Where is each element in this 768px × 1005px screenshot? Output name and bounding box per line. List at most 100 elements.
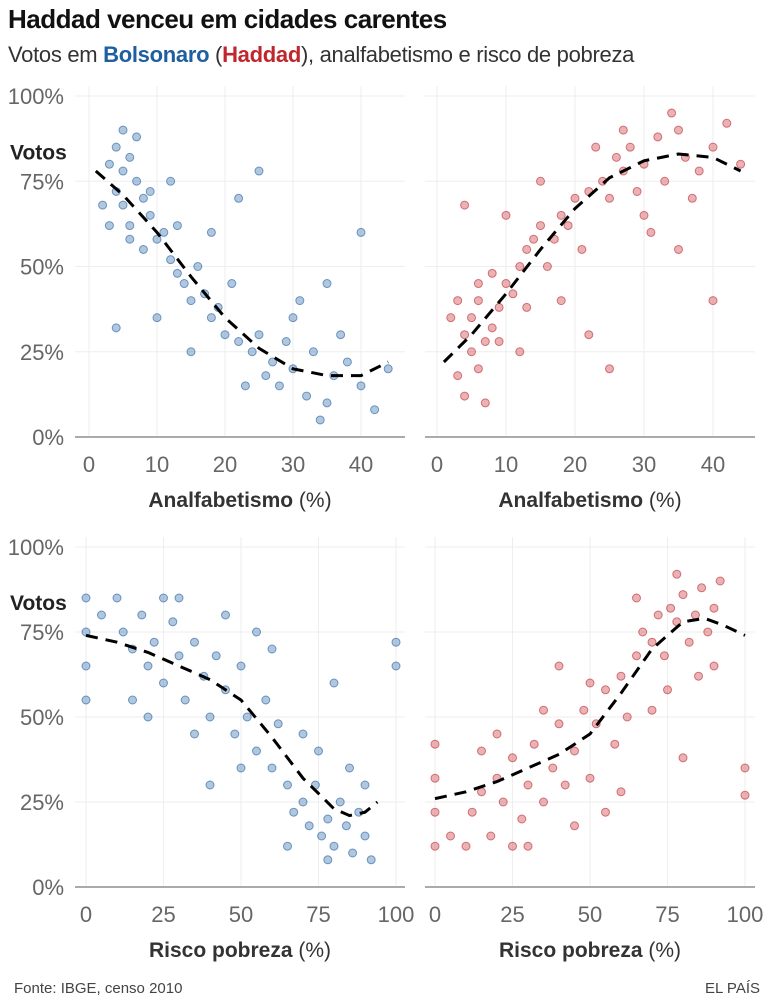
data-point [206,227,216,237]
data-point [523,780,533,790]
data-point [536,176,545,186]
data-point [674,125,683,135]
data-point [274,381,284,391]
data-point [152,313,162,323]
data-point [206,313,216,323]
data-point [501,279,511,289]
data-point [539,705,548,715]
data-point [220,330,230,340]
data-point [180,695,190,705]
x-axis-label-unit: (%) [643,489,682,512]
data-point [487,268,497,278]
data-point [554,719,564,729]
data-point [261,371,271,381]
data-point [304,821,314,831]
trend-line [434,616,746,801]
data-point [461,841,471,851]
data-point [430,841,440,851]
data-point [605,193,614,203]
y-tick-label: 75% [20,620,64,645]
data-point [666,603,676,613]
data-point [342,357,352,367]
data-point [295,296,305,306]
data-point [125,221,135,231]
data-point [585,678,595,688]
y-tick-label: 0% [32,425,64,450]
data-point [480,337,490,347]
data-point [323,814,333,824]
data-point [601,685,610,695]
data-point [708,296,718,306]
y-tick-label: 100% [8,535,64,560]
data-point [672,569,682,579]
chart-title: Haddad venceu em cidades carentes [8,4,447,34]
y-tick-label: 75% [20,169,64,194]
data-point [125,152,135,162]
data-point [660,176,670,186]
data-point [515,262,525,271]
y-axis-label: Votos [10,141,67,164]
data-point [625,142,635,152]
data-point [560,780,570,790]
data-point [190,637,199,647]
data-point [740,763,750,773]
data-point [690,610,700,620]
x-axis-label-main: Analfabetismo [148,489,293,512]
data-point [172,221,182,231]
subtitle-haddad: Haddad [222,42,301,67]
x-tick-label: 20 [213,452,237,477]
data-point [563,221,573,231]
data-point [111,323,121,333]
data-point [678,590,688,600]
data-point [335,797,345,807]
data-point [322,279,332,289]
data-point [632,186,642,196]
data-point [298,729,308,739]
data-point [446,313,456,323]
x-tick-label: 0 [429,902,441,927]
data-point [302,391,312,401]
brand-logo: EL PAÍS [704,980,760,997]
data-point [261,695,271,705]
x-axis-label: Analfabetismo (%) [498,489,681,512]
data-point [98,200,108,210]
data-point [314,746,323,756]
data-point [315,415,325,425]
data-point [687,193,697,203]
data-point [336,330,346,340]
data-point [166,176,176,186]
data-point [647,637,657,647]
data-point [467,313,476,323]
data-point [281,337,291,347]
data-point [632,593,641,603]
data-point [252,627,261,637]
data-point [230,729,240,739]
x-tick-label: 30 [632,452,656,477]
data-point [289,807,299,817]
trend-line [442,152,742,364]
data-point [81,695,91,705]
data-point [143,712,153,722]
data-point [227,279,237,289]
data-point [138,244,148,254]
data-point [81,661,91,671]
x-axis-label-unit: (%) [293,489,332,512]
y-axis-label: Votos [10,592,67,615]
data-point [145,186,155,196]
data-point [298,797,308,807]
data-point [143,661,153,671]
data-point [273,719,283,729]
data-point [556,210,566,220]
x-axis-label: Analfabetismo (%) [148,489,331,512]
data-point [542,262,552,271]
data-point [554,661,564,671]
data-point [522,302,532,312]
data-point [221,610,230,620]
y-tick-label: 100% [8,84,64,109]
x-axis-label: Risco pobreza (%) [499,939,681,962]
data-point [174,651,184,661]
data-point [430,739,440,749]
chart-subtitle: Votos em Bolsonaro (Haddad), analfabetis… [8,42,634,68]
data-point [709,661,719,671]
data-point [308,347,318,357]
